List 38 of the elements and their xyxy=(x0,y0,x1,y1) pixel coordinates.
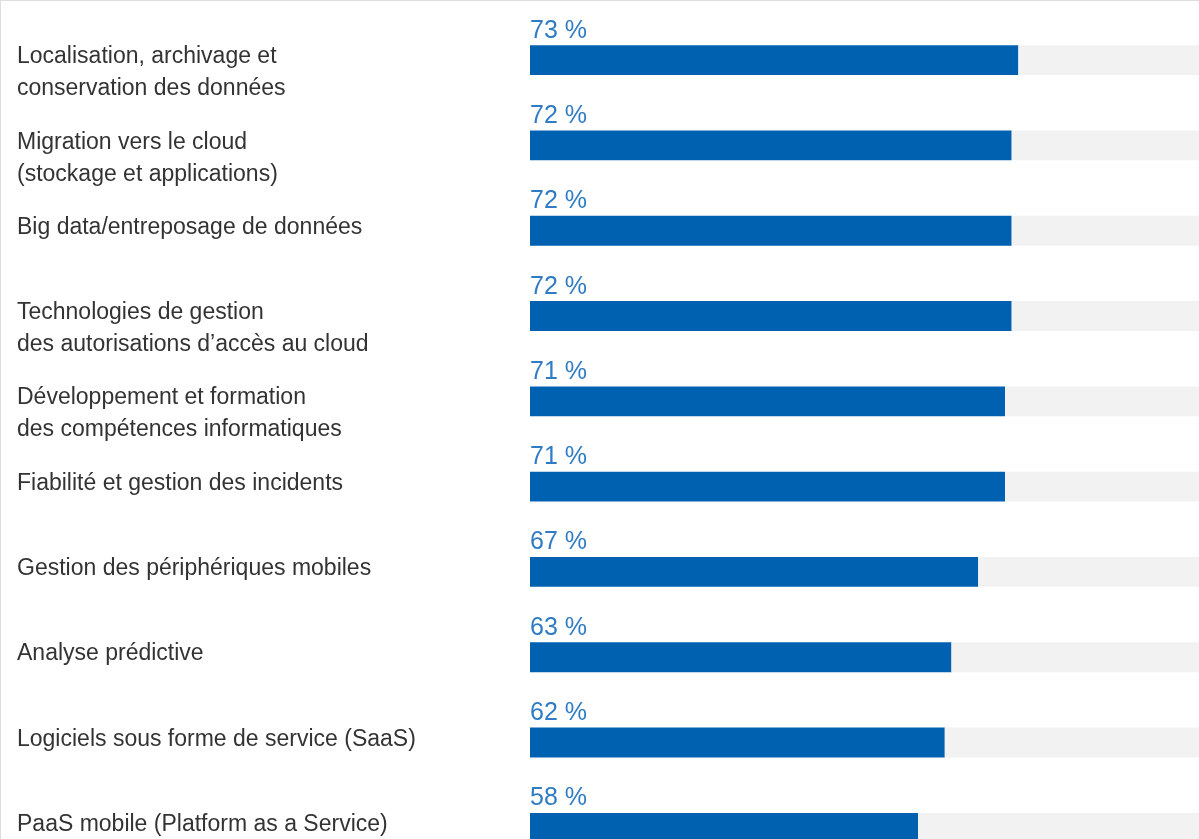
bar xyxy=(530,301,1012,331)
bar xyxy=(530,386,1005,417)
y-tick-label: Technologies de gestion des autorisations d’accès au cloud xyxy=(17,298,369,357)
y-tick-label: Développement et formation des compétences informatiques xyxy=(17,383,342,442)
data-label: 71 % xyxy=(530,441,587,470)
bar xyxy=(530,471,1005,502)
data-label: 58 % xyxy=(530,782,587,811)
bar xyxy=(1011,215,1199,246)
data-label: 72 % xyxy=(530,99,587,128)
data-label: 72 % xyxy=(530,270,587,299)
data-label: 67 % xyxy=(530,526,587,555)
bar xyxy=(530,215,1012,246)
bar xyxy=(951,642,1199,673)
bar xyxy=(1004,471,1199,502)
bar xyxy=(530,642,952,673)
bar xyxy=(530,130,1012,161)
y-tick-label: Fiabilité et gestion des incidents xyxy=(17,468,344,495)
data-label: 72 % xyxy=(530,185,587,214)
data-label: 62 % xyxy=(530,697,587,726)
y-tick-label: Gestion des périphériques mobiles xyxy=(17,554,372,581)
y-tick-label: Analyse prédictive xyxy=(17,639,204,666)
bar xyxy=(978,557,1199,587)
bar xyxy=(1004,386,1199,417)
y-tick-label: Logiciels sous forme de service (SaaS) xyxy=(17,724,416,751)
y-tick-label: Localisation, archivage et conservation des données xyxy=(17,42,286,101)
bar xyxy=(530,727,945,758)
bar xyxy=(1011,301,1199,331)
data-label: 71 % xyxy=(530,355,587,384)
data-label: 73 % xyxy=(530,14,587,43)
bar xyxy=(1011,130,1199,161)
y-tick-label: Big data/entreposage de données xyxy=(17,212,363,239)
bar xyxy=(530,45,1019,76)
bar xyxy=(1018,45,1199,76)
bar xyxy=(530,557,979,587)
data-label: 63 % xyxy=(530,611,587,640)
bar xyxy=(944,727,1199,758)
y-tick-label: PaaS mobile (Platform as a Service) xyxy=(17,809,388,836)
y-tick-label: Migration vers le cloud (stockage et applications) xyxy=(17,127,278,186)
